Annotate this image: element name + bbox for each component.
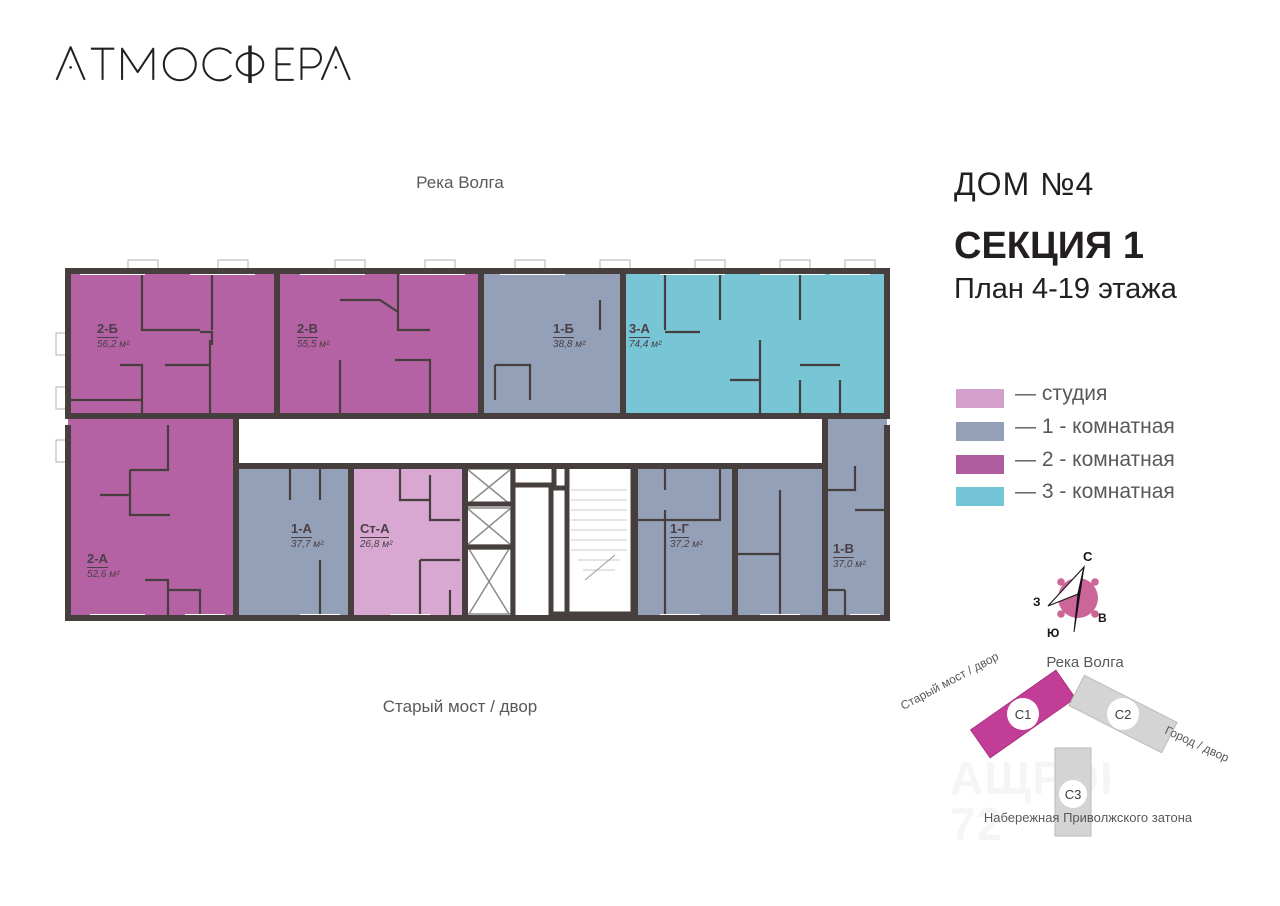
svg-text:C1: C1: [1015, 707, 1032, 722]
svg-text:C3: C3: [1065, 787, 1082, 802]
